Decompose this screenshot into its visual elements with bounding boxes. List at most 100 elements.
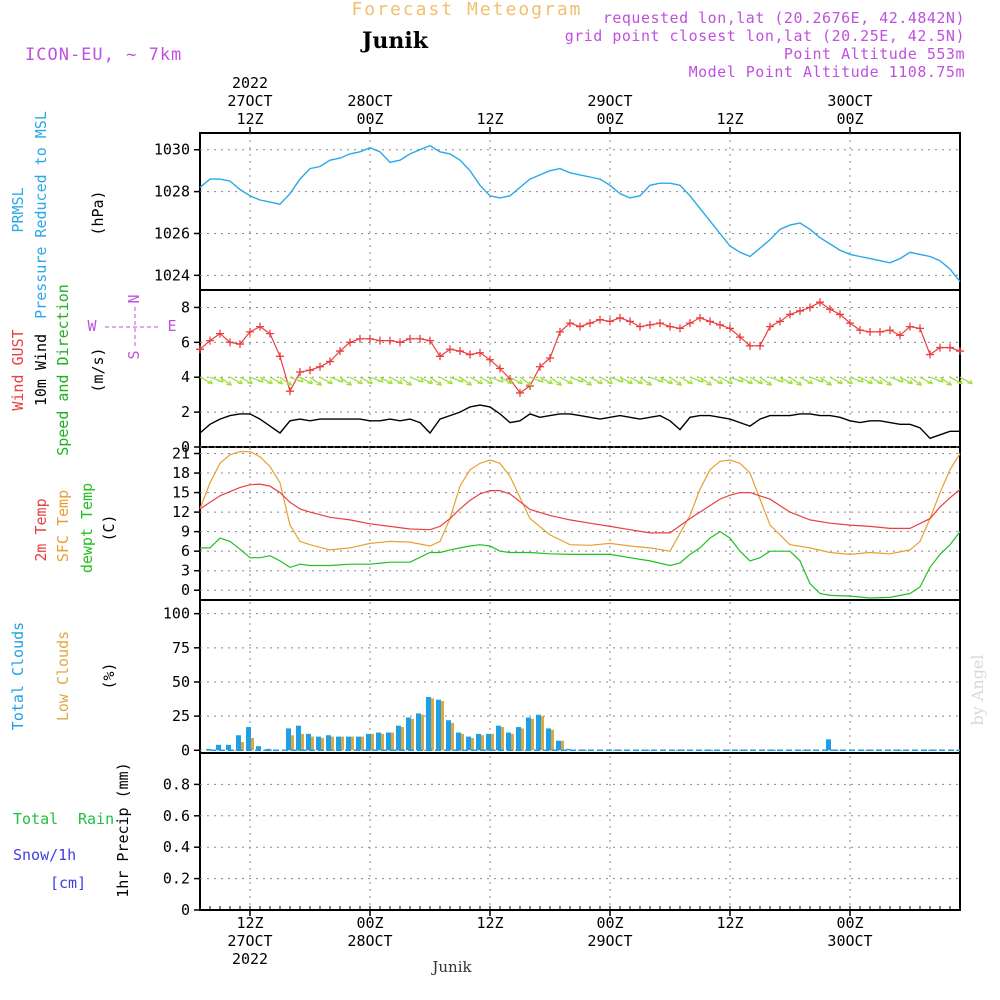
gust-point [566, 319, 574, 328]
y-tick-label: 0.8 [163, 775, 190, 793]
precip-unit-label: 1hr Precip (mm) [114, 762, 132, 897]
top-time-label: 00Z [596, 110, 623, 128]
wind-arrow-head [277, 379, 283, 385]
wind-direction-arrow [839, 376, 853, 385]
wind-arrow-head [667, 379, 673, 385]
wind-direction-arrow [339, 376, 352, 386]
gust-point [296, 367, 304, 376]
wind-arrow-head [517, 379, 523, 385]
gust-point [696, 313, 704, 322]
y-tick-label: 50 [172, 673, 190, 691]
gust-point [816, 298, 824, 307]
wind-direction-arrow [799, 376, 813, 385]
gust-point [366, 334, 374, 343]
low-clouds-bar [511, 733, 514, 751]
wind-arrow-head [706, 380, 713, 386]
gust-point [626, 317, 634, 326]
wind-direction-arrow [679, 376, 693, 385]
low-clouds-bar [501, 727, 504, 751]
low-clouds-bar [541, 716, 544, 751]
low-clouds-bar [291, 735, 294, 751]
gust-point [196, 345, 204, 354]
wind-arrow-head [586, 380, 593, 386]
wind-direction-arrow [589, 376, 603, 385]
wind-arrow-head [807, 379, 813, 385]
bottom-time-label: 27OCT [227, 932, 272, 950]
wind-arrow-head [687, 379, 693, 385]
clouds-panel-frame [199, 599, 961, 754]
gust-point [676, 324, 684, 333]
wind-direction-arrow [829, 376, 843, 385]
y-tick-label: 8 [181, 298, 190, 316]
bottom-time-label: 12Z [476, 914, 503, 932]
gust-point [916, 324, 924, 333]
pressure-label-long: Pressure Reduced to MSL [32, 111, 50, 319]
total-clouds-bar [416, 713, 421, 751]
footer-location: Junik [430, 958, 472, 976]
wind-arrow-head [886, 380, 893, 386]
y-tick-label: 0.6 [163, 807, 190, 825]
wind-direction-arrow [599, 376, 613, 385]
wind-direction-arrow [539, 376, 553, 385]
wind-arrow-head [637, 379, 643, 385]
wind-direction-arrow [199, 376, 213, 385]
temp-sfc-label: SFC Temp [54, 490, 72, 562]
gust-point [766, 322, 774, 331]
top-time-label: 00Z [836, 110, 863, 128]
wind-arrow-head [957, 379, 963, 385]
wind-arrow-head [717, 379, 723, 385]
low-clouds-bar [521, 728, 524, 751]
wind-arrow-head [556, 380, 563, 386]
total-clouds-bar [336, 736, 341, 751]
pressure-unit-label: (hPa) [89, 190, 107, 235]
wind-arrow-head [627, 379, 633, 385]
precip-panel-frame [199, 752, 961, 911]
wind-direction-arrow [459, 376, 472, 386]
gust-point [886, 326, 894, 335]
wind-direction-arrow [549, 376, 562, 386]
wind-direction-arrow [709, 376, 723, 385]
bottom-time-label: 00Z [596, 914, 623, 932]
wind-gust-label: Wind GUST [9, 329, 27, 410]
gust-point [426, 336, 434, 345]
wind-direction-arrow [239, 376, 253, 385]
wind-arrow-head [487, 379, 493, 385]
wind-direction-arrow [439, 376, 453, 385]
wind-arrow-head [916, 380, 923, 386]
wind-10m-label: 10m Wind [32, 334, 50, 406]
total-clouds-bar [226, 744, 231, 751]
wind-arrow-head [436, 380, 443, 386]
wind-direction-arrow [879, 376, 892, 386]
gust-point [386, 336, 394, 345]
wind-direction-arrow [349, 376, 363, 385]
y-tick-label: 9 [181, 523, 190, 541]
wind-arrow-head [927, 379, 933, 385]
gust-point [356, 334, 364, 343]
y-tick-label: 1026 [154, 224, 190, 242]
total-clouds-bar [346, 736, 351, 751]
y-tick-label: 0.4 [163, 838, 190, 856]
wind-arrow-head [286, 380, 293, 386]
total-clouds-bar [366, 733, 371, 751]
total-clouds-bar [436, 699, 441, 751]
gust-point [586, 319, 594, 328]
wind-direction-arrow [749, 376, 763, 385]
gust-point [456, 347, 464, 356]
gust-point [726, 324, 734, 333]
wind-direction-arrow [379, 376, 393, 385]
wind-arrow-head [406, 380, 413, 386]
wind-direction-arrow [819, 376, 832, 386]
wind-arrow-head [226, 380, 233, 386]
total-clouds-bar [326, 735, 331, 751]
gust-point [846, 319, 854, 328]
gust-point [216, 329, 224, 338]
low-clouds-bar [531, 718, 534, 751]
low-clouds-bar [321, 737, 324, 751]
top-time-label: 30OCT [827, 92, 872, 110]
gust-point [446, 345, 454, 354]
low-clouds-bar [421, 714, 424, 751]
forecast-title: Forecast Meteogram [351, 0, 582, 20]
gust-point [826, 305, 834, 314]
gust-point [746, 341, 754, 350]
gust-point [736, 333, 744, 342]
